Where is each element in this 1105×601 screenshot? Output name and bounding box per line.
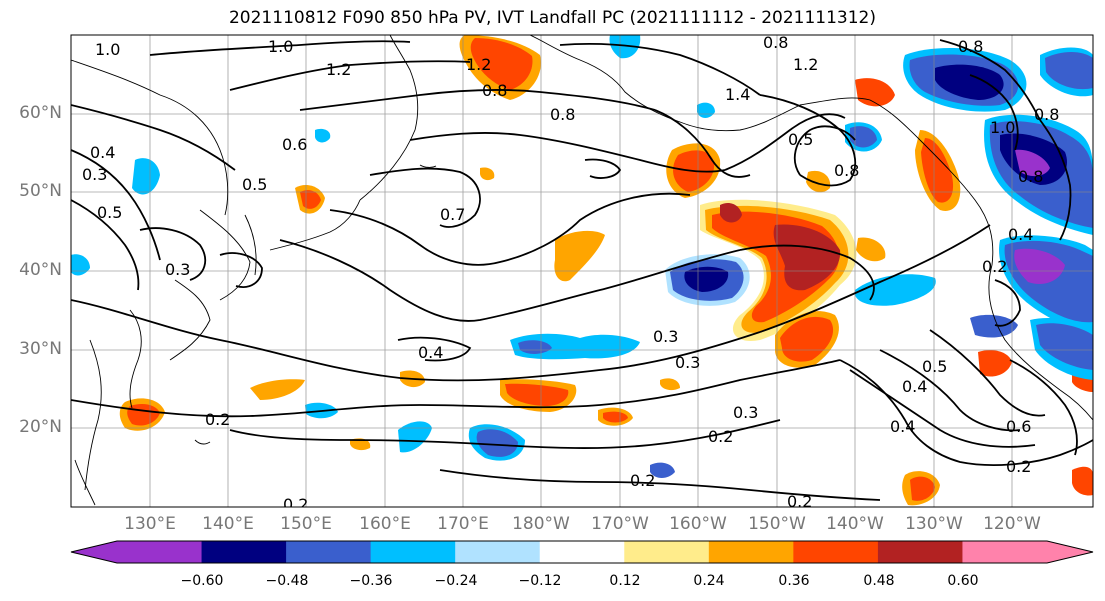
contour-label: 0.2 [1006, 457, 1031, 476]
contour-label: 1.4 [725, 85, 750, 104]
contour-label: 0.6 [1006, 417, 1031, 436]
lat-label-20n: 20°N [19, 417, 62, 437]
contour-label: 0.7 [440, 205, 465, 224]
colorbar-tick-label: 0.12 [609, 573, 641, 589]
colorbar-tick-label: −0.24 [434, 573, 478, 589]
lat-label-30n: 30°N [19, 339, 62, 359]
colorbar [70, 540, 1094, 564]
lon-label-130e: 130°E [124, 514, 176, 534]
contour-label: 1.0 [990, 118, 1015, 137]
contour-label: 0.3 [82, 165, 107, 184]
colorbar-tick-label: −0.12 [518, 573, 562, 589]
lon-label-150e: 150°E [280, 514, 332, 534]
lat-label-40n: 40°N [19, 260, 62, 280]
colorbar-outline [70, 540, 1094, 564]
colorbar-over-arrow [1047, 541, 1093, 563]
contour-label: 1.2 [793, 55, 818, 74]
contour-label: 0.4 [890, 417, 915, 436]
contour-label: 0.3 [165, 260, 190, 279]
colorbar-under-arrow [71, 541, 117, 563]
contour-label: 0.8 [834, 161, 859, 180]
colorbar-segment [877, 541, 963, 563]
colorbar-segment [793, 541, 879, 563]
colorbar-tick-label: 0.48 [863, 573, 895, 589]
map-frame [70, 34, 1094, 508]
contour-label: 0.8 [550, 105, 575, 124]
colorbar-tick-label: −0.48 [265, 573, 309, 589]
contour-label: 1.0 [95, 40, 120, 59]
contour-label: 0.8 [1034, 105, 1059, 124]
colorbar-segment [370, 541, 456, 563]
lat-label-50n: 50°N [19, 181, 62, 201]
colorbar-tick-label: −0.60 [180, 573, 224, 589]
contour-label: 0.5 [242, 175, 267, 194]
lon-label-170w: 170°W [591, 514, 649, 534]
colorbar-segment [962, 541, 1048, 563]
pv-contours [71, 39, 1093, 501]
shading-layer [71, 35, 1093, 506]
contour-label: 0.2 [630, 471, 655, 490]
contour-label: 0.3 [733, 403, 758, 422]
colorbar-tick-label: 0.24 [693, 573, 725, 589]
colorbar-tick-label: 0.60 [947, 573, 979, 589]
contour-label: 0.5 [788, 130, 813, 149]
colorbar-segment [286, 541, 372, 563]
contour-label: 0.8 [958, 37, 983, 56]
coastlines [71, 35, 1093, 506]
lon-label-120w: 120°W [983, 514, 1041, 534]
contour-label: 1.2 [326, 60, 351, 79]
contour-label: 0.2 [982, 257, 1007, 276]
contour-label: 1.2 [466, 55, 491, 74]
contour-label: 0.8 [763, 33, 788, 52]
lon-label-180w: 180°W [512, 514, 570, 534]
colorbar-segment [117, 541, 203, 563]
graticule [71, 35, 1093, 507]
lon-label-150w: 150°W [748, 514, 806, 534]
contour-label: 0.5 [922, 357, 947, 376]
colorbar-segment [201, 541, 287, 563]
contour-labels: 1.0 1.0 1.2 1.2 0.8 0.8 0.8 1.2 0.8 1.4 … [82, 33, 1059, 514]
colorbar-segment [708, 541, 794, 563]
contour-label: 0.4 [90, 143, 115, 162]
lon-label-140w: 140°W [826, 514, 884, 534]
negative-anomaly-shading [71, 35, 1093, 478]
contour-label: 0.2 [787, 492, 812, 511]
map-title: 2021110812 F090 850 hPa PV, IVT Landfall… [228, 8, 876, 28]
contour-label: 0.2 [283, 495, 308, 514]
map-plot-area: 1.0 1.0 1.2 1.2 0.8 0.8 0.8 1.2 0.8 1.4 … [71, 33, 1093, 514]
colorbar-tick-label: −0.36 [349, 573, 393, 589]
contour-label: 0.6 [282, 135, 307, 154]
colorbar-segment [539, 541, 625, 563]
lon-label-160w: 160°W [669, 514, 727, 534]
contour-label: 0.2 [205, 410, 230, 429]
contour-label: 1.0 [268, 37, 293, 56]
contour-label: 0.5 [97, 203, 122, 222]
contour-label: 0.3 [675, 353, 700, 372]
contour-label: 0.8 [482, 81, 507, 100]
lat-label-60n: 60°N [19, 103, 62, 123]
lon-label-140e: 140°E [202, 514, 254, 534]
contour-label: 0.8 [1018, 167, 1043, 186]
contour-label: 0.3 [653, 327, 678, 346]
contour-label: 0.2 [708, 427, 733, 446]
lon-label-130w: 130°W [905, 514, 963, 534]
contour-label: 0.4 [902, 377, 927, 396]
contour-label: 0.4 [1008, 225, 1033, 244]
contour-label: 0.4 [418, 343, 443, 362]
colorbar-tick-label: 0.36 [778, 573, 810, 589]
colorbar-segment [455, 541, 541, 563]
colorbar-segment [624, 541, 710, 563]
lon-label-160e: 160°E [359, 514, 411, 534]
lon-label-170e: 170°E [437, 514, 489, 534]
